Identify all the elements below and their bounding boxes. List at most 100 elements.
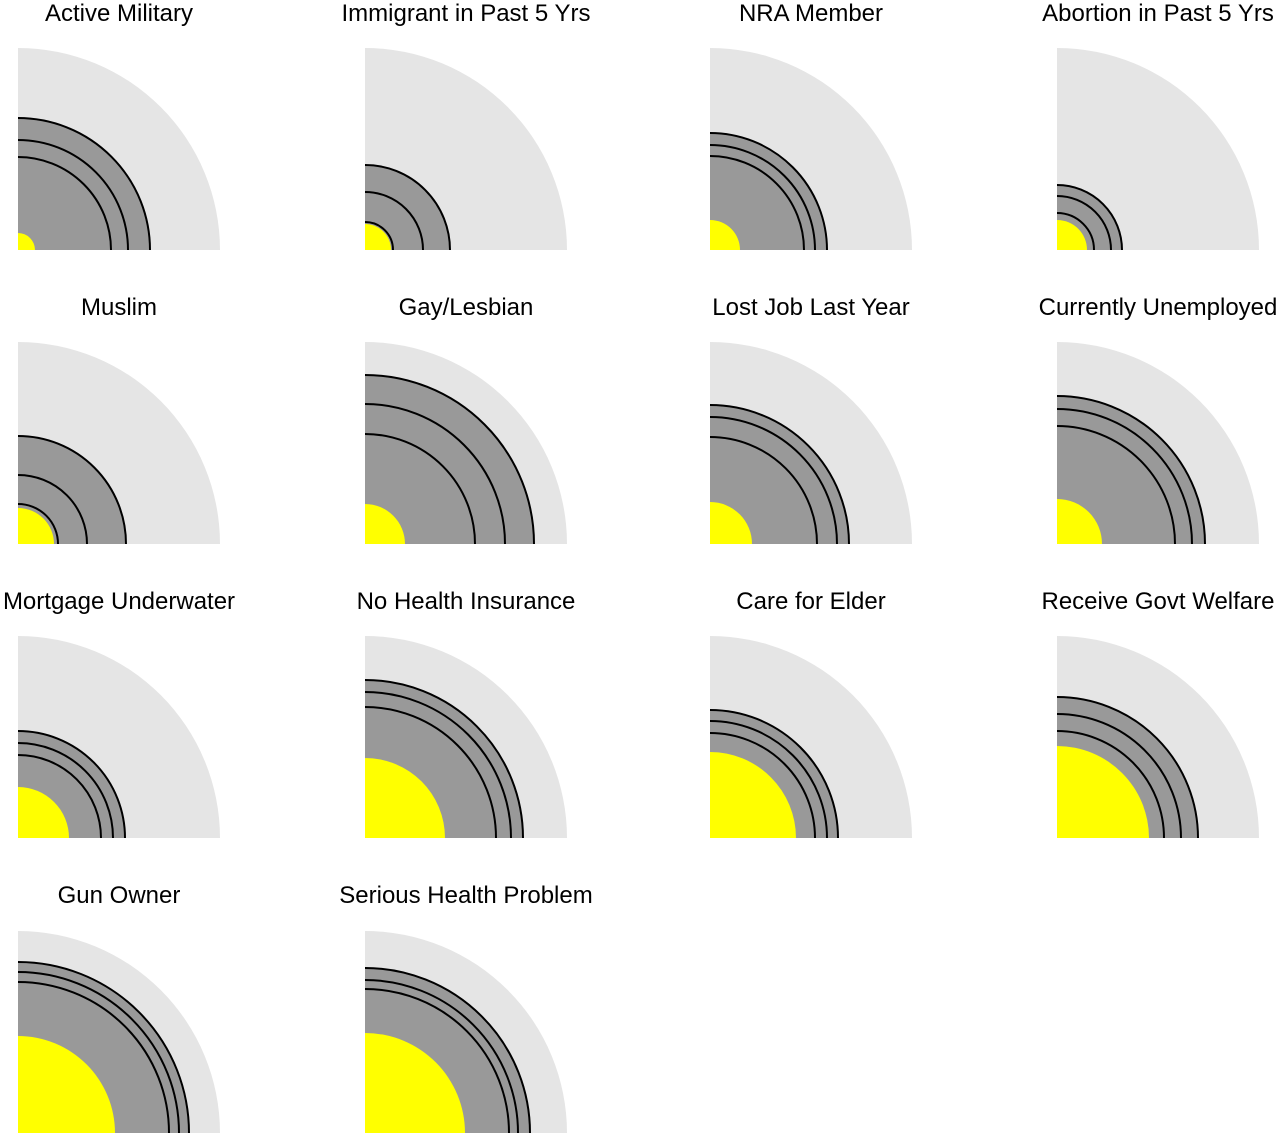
arc-outer — [709, 709, 839, 839]
outer-gray-quarter — [365, 48, 567, 250]
arc-inner — [709, 436, 818, 545]
yellow-quarter — [1057, 746, 1149, 838]
yellow-quarter — [710, 752, 796, 838]
quarter-circle-chart — [17, 342, 220, 545]
yellow-quarter — [18, 1036, 115, 1133]
arc-middle — [1056, 713, 1182, 839]
arc-inner — [364, 221, 394, 251]
yellow-quarter — [18, 787, 69, 838]
panel-title: Lost Job Last Year — [712, 294, 910, 321]
panel-title: NRA Member — [738, 0, 884, 27]
outer-gray-quarter — [710, 48, 912, 250]
yellow-quarter — [365, 1033, 465, 1133]
yellow-quarter — [18, 233, 35, 250]
arc-outer — [364, 374, 535, 545]
arc-outer — [17, 435, 127, 545]
yellow-quarter — [710, 502, 752, 544]
quarter-circle-chart — [364, 48, 567, 251]
gray-band-quarter — [365, 165, 450, 250]
gray-band-quarter — [365, 968, 530, 1133]
arc-middle — [17, 971, 180, 1133]
gray-band-quarter — [1057, 396, 1205, 544]
arc-middle — [1056, 195, 1112, 251]
outer-gray-quarter — [710, 636, 912, 838]
panel-title: Gay/Lesbian — [398, 294, 534, 321]
arc-middle — [17, 742, 114, 839]
arc-outer — [1056, 184, 1123, 251]
arc-middle — [709, 416, 838, 545]
arc-middle — [709, 720, 828, 839]
arc-middle — [709, 144, 816, 251]
panel-title: Active Military — [44, 0, 194, 27]
outer-gray-quarter — [1057, 636, 1259, 838]
panel-title: No Health Insurance — [356, 588, 576, 615]
arc-middle — [364, 979, 519, 1133]
quarter-circle-chart — [17, 48, 220, 251]
outer-gray-quarter — [18, 931, 220, 1133]
arc-outer — [364, 164, 451, 251]
outer-gray-quarter — [18, 342, 220, 544]
quarter-circle-chart — [17, 931, 220, 1133]
gray-band-quarter — [710, 133, 827, 250]
arc-inner — [1056, 425, 1176, 545]
arc-inner — [17, 503, 59, 545]
quarter-circle-chart — [1056, 636, 1259, 839]
arc-middle — [364, 691, 512, 839]
arc-middle — [17, 474, 88, 545]
gray-band-quarter — [18, 436, 126, 544]
gray-band-quarter — [710, 710, 838, 838]
outer-gray-quarter — [18, 636, 220, 838]
arc-inner — [709, 155, 805, 251]
arc-inner — [17, 156, 112, 251]
arc-outer — [709, 404, 850, 545]
yellow-quarter — [1057, 220, 1087, 250]
arc-outer — [364, 967, 531, 1133]
outer-gray-quarter — [18, 48, 220, 250]
outer-gray-quarter — [1057, 48, 1259, 250]
arc-inner — [364, 988, 510, 1133]
arc-middle — [364, 403, 506, 545]
gray-band-quarter — [18, 731, 125, 838]
quarter-circle-chart — [1056, 48, 1259, 251]
quarter-circle-chart — [364, 636, 567, 839]
quarter-circle-chart — [17, 636, 220, 839]
panel-title: Care for Elder — [736, 588, 886, 615]
quarter-circle-chart — [709, 48, 912, 251]
arc-inner — [17, 981, 170, 1133]
gray-band-quarter — [1057, 697, 1198, 838]
outer-gray-quarter — [365, 931, 567, 1133]
gray-band-quarter — [365, 680, 523, 838]
arc-outer — [1056, 696, 1199, 839]
yellow-quarter — [365, 758, 445, 838]
arc-outer — [364, 679, 524, 839]
gray-band-quarter — [365, 375, 534, 544]
arc-middle — [17, 139, 129, 251]
quarter-circle-chart — [364, 342, 567, 545]
gray-band-quarter — [18, 962, 189, 1133]
yellow-quarter — [710, 220, 740, 250]
gray-band-quarter — [1057, 185, 1122, 250]
arc-inner — [17, 754, 102, 839]
quarter-circle-chart — [709, 342, 912, 545]
panel-title: Immigrant in Past 5 Yrs — [341, 0, 591, 27]
arc-middle — [364, 191, 424, 251]
gray-band-quarter — [18, 118, 150, 250]
arc-outer — [17, 730, 126, 839]
panel-title: Muslim — [81, 294, 157, 321]
arc-outer — [17, 117, 151, 251]
arc-outer — [709, 132, 828, 251]
outer-gray-quarter — [1057, 342, 1259, 544]
outer-gray-quarter — [710, 342, 912, 544]
panel-title: Mortgage Underwater — [2, 588, 236, 615]
